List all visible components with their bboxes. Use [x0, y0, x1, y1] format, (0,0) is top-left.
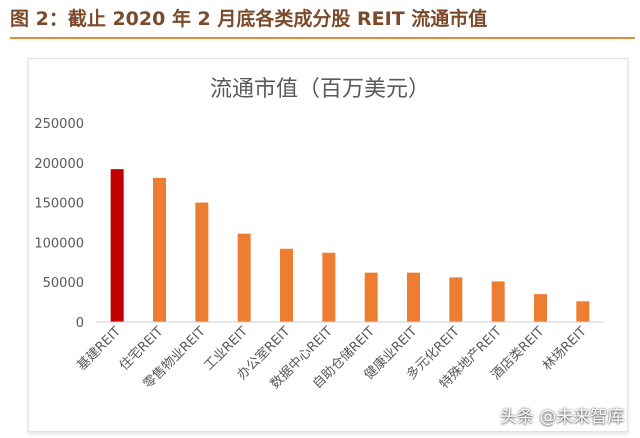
x-tick-label: 林场REIT [540, 324, 590, 374]
title-divider [10, 37, 635, 39]
x-axis-labels: 基建REIT住宅REIT零售物业REIT工业REIT办公室REIT数据中心REI… [74, 323, 589, 392]
bar [110, 169, 124, 322]
y-tick-label: 250000 [34, 117, 84, 132]
bar [322, 252, 336, 322]
bar [280, 248, 293, 322]
y-tick-label: 150000 [34, 197, 84, 212]
y-axis-ticks: 0 50000 100000 150000 200000 250000 [34, 117, 84, 331]
bar [491, 281, 505, 322]
bars [110, 169, 590, 322]
bar [153, 177, 166, 322]
watermark: 头条 @未来智库 [500, 407, 625, 427]
bar [407, 272, 420, 322]
bar [576, 301, 590, 322]
bar [195, 202, 209, 322]
y-tick-label: 200000 [34, 157, 84, 172]
chart-title: 流通市值（百万美元） [210, 77, 430, 102]
y-tick-label: 0 [76, 316, 84, 331]
bar [364, 272, 378, 322]
bar [237, 233, 251, 322]
figure-title: 图 2：截止 2020 年 2 月底各类成分股 REIT 流通市值 [10, 8, 488, 30]
bar [534, 294, 547, 322]
chart-card [28, 58, 628, 432]
bar [449, 277, 463, 322]
y-tick-label: 100000 [34, 236, 84, 251]
x-tick-label: 基建REIT [74, 324, 124, 374]
y-tick-label: 50000 [43, 276, 84, 291]
